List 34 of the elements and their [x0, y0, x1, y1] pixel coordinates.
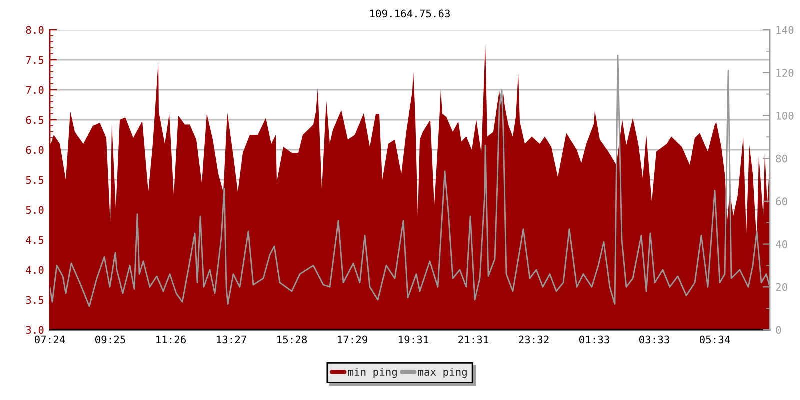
- y-tick-label: 4.0: [26, 266, 44, 274]
- y-tick-label: 8.0: [26, 26, 44, 34]
- y2-tick-label: 100: [776, 112, 794, 120]
- y-tick-label: 5.5: [26, 176, 44, 184]
- x-tick-label: 09:25: [96, 336, 126, 344]
- x-tick-label: 05:34: [700, 336, 730, 344]
- legend-label: min ping: [348, 368, 397, 378]
- y-tick-label: 5.0: [26, 206, 44, 214]
- y-tick-label: 3.0: [26, 326, 44, 334]
- x-tick-label: 13:27: [217, 336, 246, 344]
- x-tick-label: 17:29: [338, 336, 368, 344]
- y-tick-label: 7.0: [26, 86, 44, 94]
- legend-label: max ping: [418, 368, 467, 378]
- x-tick-label: 07:24: [35, 336, 66, 344]
- x-tick-label: 19:31: [399, 336, 428, 344]
- y2-tick-label: 20: [776, 283, 788, 292]
- y2-tick-label: 40: [776, 240, 788, 248]
- y2-tick-label: 0: [776, 326, 782, 334]
- x-tick-label: 01:33: [580, 336, 610, 344]
- y-tick-label: 3.5: [26, 296, 44, 304]
- chart-title: 109.164.75.63: [370, 10, 450, 18]
- y2-tick-label: 80: [776, 154, 788, 163]
- x-tick-label: 11:26: [156, 336, 186, 344]
- y-tick-label: 6.0: [26, 146, 44, 154]
- y-tick-label: 7.5: [26, 56, 44, 64]
- x-tick-label: 23:32: [519, 336, 549, 344]
- x-tick-label: 21:31: [458, 336, 488, 344]
- x-tick-label: 03:33: [640, 336, 670, 344]
- y-tick-label: 4.5: [26, 236, 44, 244]
- y-tick-label: 6.5: [26, 116, 44, 124]
- y2-tick-label: 140: [776, 26, 794, 34]
- x-tick-label: 15:28: [278, 336, 308, 344]
- y2-tick-label: 120: [776, 69, 794, 77]
- y2-tick-label: 60: [776, 198, 788, 206]
